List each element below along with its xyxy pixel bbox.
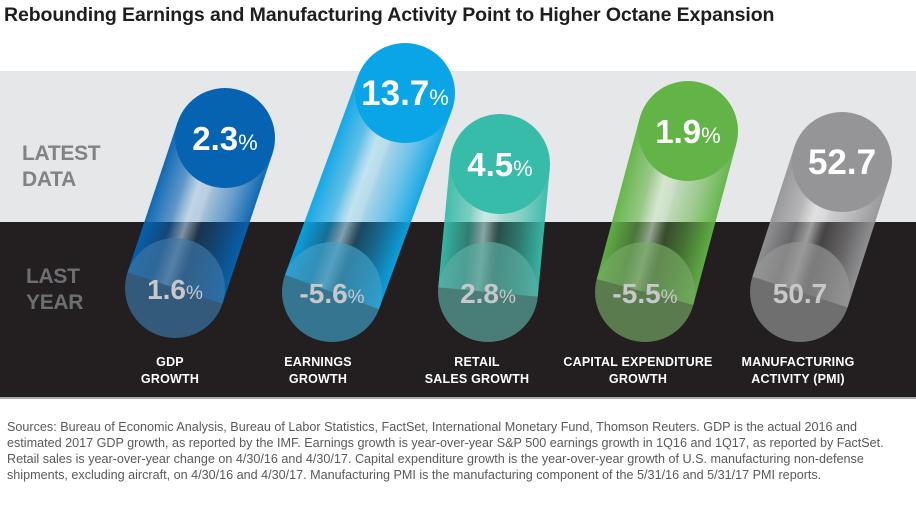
capsule-1: 2.3% 1.6% [125, 88, 275, 338]
sources-footnote: Sources: Bureau of Economic Analysis, Bu… [7, 420, 884, 482]
last-year-circle [125, 238, 225, 338]
category-label-line: EARNINGS [284, 355, 352, 369]
category-label-line: ACTIVITY (PMI) [751, 372, 845, 386]
latest-circle [175, 88, 275, 188]
last-year-value-label: 1.6% [147, 274, 203, 305]
last-year-circle-tint [595, 242, 695, 342]
row-label-last-year: LAST YEAR [26, 264, 83, 316]
capsule-4: 1.9% -5.5% [595, 81, 738, 342]
row-label-line: YEAR [26, 291, 84, 314]
row-label-latest-data: LATEST DATA [22, 141, 101, 193]
row-label-line: LATEST [22, 142, 101, 165]
last-year-value-label: -5.6% [299, 278, 364, 309]
band-divider [0, 397, 916, 399]
category-label: EARNINGS GROWTH [284, 354, 352, 388]
capsule-2: 13.7% -5.6% [282, 43, 455, 342]
latest-value-label: 13.7% [361, 74, 449, 113]
category-label-line: GDP [156, 355, 184, 369]
last-year-circle [595, 242, 695, 342]
latest-value-label: 4.5% [467, 146, 532, 183]
category-label: MANUFACTURING ACTIVITY (PMI) [741, 354, 854, 388]
category-label-line: GROWTH [140, 372, 200, 386]
category-label-line: RETAIL [454, 355, 500, 369]
latest-circle [355, 43, 455, 143]
category-label-line: CAPITAL EXPENDITURE [563, 355, 713, 369]
category-label-line: MANUFACTURING [741, 355, 855, 369]
last-year-circle-tint [438, 242, 538, 342]
latest-value-label: 52.7 [808, 143, 876, 182]
last-year-circle-tint [125, 238, 225, 338]
last-year-circle-tint [282, 242, 382, 342]
last-year-value-label: 2.8% [460, 278, 516, 309]
category-label: RETAIL SALES GROWTH [425, 354, 529, 388]
latest-value-label: 1.9% [655, 113, 720, 150]
latest-circle [450, 114, 550, 214]
category-label: CAPITAL EXPENDITURE GROWTH [563, 354, 712, 388]
last-year-circle [282, 242, 382, 342]
capsule-5: 52.7 50.7 [750, 112, 892, 342]
category-label-line: GROWTH [288, 372, 348, 386]
last-year-circle-tint [750, 242, 850, 342]
latest-circle [638, 81, 738, 181]
chart-title: Rebounding Earnings and Manufacturing Ac… [4, 4, 775, 26]
last-year-circle [438, 242, 538, 342]
capsule-3: 4.5% 2.8% [438, 114, 550, 342]
category-label-line: GROWTH [608, 372, 668, 386]
category-label-line: SALES GROWTH [424, 372, 530, 386]
latest-circle [792, 112, 892, 212]
row-label-line: LAST [26, 265, 80, 288]
last-year-circle [750, 242, 850, 342]
latest-value-label: 2.3% [192, 120, 257, 157]
category-label: GDP GROWTH [141, 354, 199, 388]
last-year-value-label: -5.5% [612, 278, 677, 309]
row-label-line: DATA [22, 168, 77, 191]
last-year-value-label: 50.7 [773, 278, 828, 309]
